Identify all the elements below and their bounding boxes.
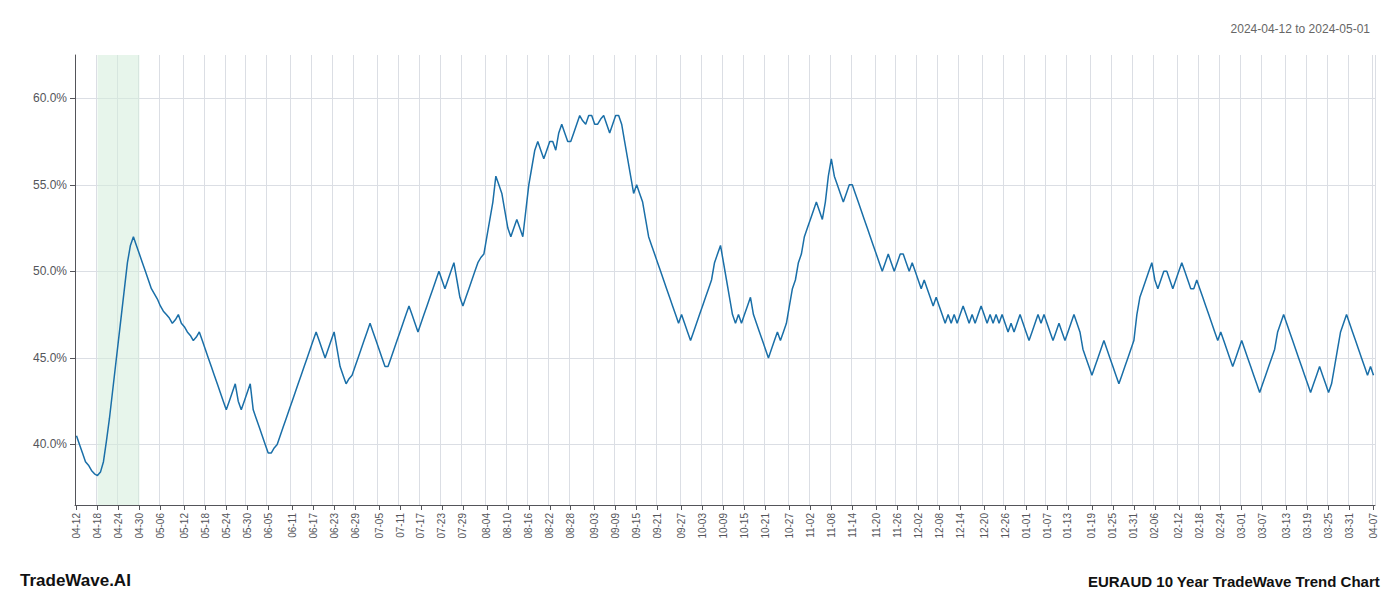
svg-text:02-18: 02-18 (1194, 513, 1205, 539)
svg-text:09-21: 09-21 (652, 513, 663, 539)
svg-text:50.0%: 50.0% (33, 264, 67, 278)
svg-text:04-18: 04-18 (92, 513, 103, 539)
svg-text:02-24: 02-24 (1215, 513, 1226, 539)
svg-text:11-14: 11-14 (847, 513, 858, 538)
svg-text:03-07: 03-07 (1257, 513, 1268, 539)
svg-text:10-21: 10-21 (760, 513, 771, 539)
svg-text:02-06: 02-06 (1149, 513, 1160, 539)
svg-text:10-03: 10-03 (697, 513, 708, 539)
svg-text:10-15: 10-15 (739, 513, 750, 539)
svg-text:04-07: 04-07 (1368, 513, 1379, 539)
svg-text:01-07: 01-07 (1042, 513, 1053, 539)
svg-text:08-10: 08-10 (502, 513, 513, 539)
svg-text:06-23: 06-23 (329, 513, 340, 539)
svg-text:10-27: 10-27 (784, 513, 795, 539)
svg-text:01-19: 01-19 (1086, 513, 1097, 539)
svg-text:12-26: 12-26 (1000, 513, 1011, 539)
svg-text:03-19: 03-19 (1302, 513, 1313, 539)
svg-text:10-09: 10-09 (718, 513, 729, 539)
svg-text:07-05: 07-05 (374, 513, 385, 539)
svg-text:05-24: 05-24 (221, 513, 232, 539)
svg-text:08-04: 08-04 (481, 513, 492, 539)
svg-text:03-25: 03-25 (1323, 513, 1334, 539)
svg-text:06-29: 06-29 (350, 513, 361, 539)
svg-text:07-23: 07-23 (436, 513, 447, 539)
svg-text:05-06: 05-06 (155, 513, 166, 539)
svg-text:EURAUD 10 Year TradeWave Trend: EURAUD 10 Year TradeWave Trend Chart (1088, 573, 1380, 590)
svg-text:06-05: 06-05 (263, 513, 274, 539)
svg-text:06-11: 06-11 (287, 513, 298, 538)
svg-text:08-22: 08-22 (544, 513, 555, 539)
svg-text:11-20: 11-20 (871, 513, 882, 538)
svg-text:12-20: 12-20 (979, 513, 990, 539)
svg-text:12-14: 12-14 (955, 513, 966, 539)
svg-text:55.0%: 55.0% (33, 178, 67, 192)
svg-text:11-08: 11-08 (826, 513, 837, 538)
svg-text:04-12: 04-12 (71, 513, 82, 539)
svg-text:05-30: 05-30 (242, 513, 253, 539)
svg-text:08-16: 08-16 (523, 513, 534, 539)
svg-text:07-11: 07-11 (395, 513, 406, 538)
svg-text:03-13: 03-13 (1281, 513, 1292, 539)
svg-text:45.0%: 45.0% (33, 351, 67, 365)
svg-text:03-31: 03-31 (1344, 513, 1355, 539)
svg-text:60.0%: 60.0% (33, 91, 67, 105)
svg-text:01-13: 01-13 (1062, 513, 1073, 539)
svg-text:12-08: 12-08 (934, 513, 945, 539)
svg-text:02-12: 02-12 (1173, 513, 1184, 539)
svg-text:TradeWave.AI: TradeWave.AI (20, 571, 131, 590)
svg-text:07-17: 07-17 (415, 513, 426, 539)
svg-text:11-26: 11-26 (892, 513, 903, 538)
svg-text:09-09: 09-09 (610, 513, 621, 539)
svg-text:08-28: 08-28 (565, 513, 576, 539)
svg-text:03-01: 03-01 (1236, 513, 1247, 539)
svg-text:04-30: 04-30 (134, 513, 145, 539)
svg-text:01-01: 01-01 (1021, 513, 1032, 539)
svg-text:05-12: 05-12 (179, 513, 190, 539)
svg-text:09-03: 09-03 (589, 513, 600, 539)
svg-text:2024-04-12 to 2024-05-01: 2024-04-12 to 2024-05-01 (1231, 22, 1371, 36)
svg-text:01-31: 01-31 (1128, 513, 1139, 539)
svg-text:09-15: 09-15 (631, 513, 642, 539)
svg-text:09-27: 09-27 (676, 513, 687, 539)
svg-text:12-02: 12-02 (913, 513, 924, 539)
svg-text:05-18: 05-18 (200, 513, 211, 539)
svg-text:40.0%: 40.0% (33, 437, 67, 451)
svg-text:07-29: 07-29 (457, 513, 468, 539)
svg-text:04-24: 04-24 (113, 513, 124, 539)
svg-text:01-25: 01-25 (1107, 513, 1118, 539)
svg-text:11-02: 11-02 (805, 513, 816, 538)
svg-text:06-17: 06-17 (308, 513, 319, 539)
